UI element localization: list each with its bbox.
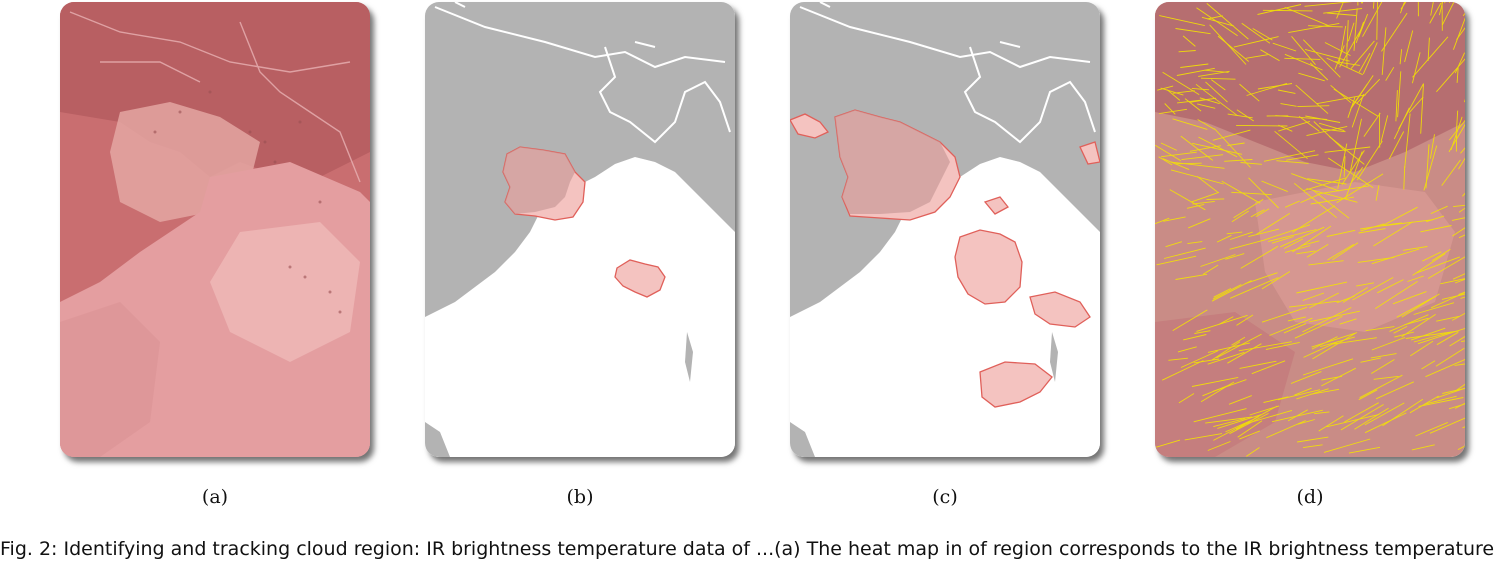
flow-vector xyxy=(1236,125,1287,126)
flow-vector xyxy=(1263,10,1313,11)
caption-d: (d) xyxy=(1155,486,1465,508)
caption-a: (a) xyxy=(60,486,370,508)
panel-d-flow-field xyxy=(1155,2,1465,457)
panel-c-cloud-regions xyxy=(790,2,1100,457)
flow-vector xyxy=(1207,199,1225,200)
ir-heatmap-image xyxy=(60,2,370,457)
caption-b: (b) xyxy=(425,486,735,508)
panel-b-cloud-region xyxy=(425,2,735,457)
panel-a-ir-heatmap xyxy=(60,2,370,457)
caption-c: (c) xyxy=(790,486,1100,508)
flow-field-image xyxy=(1155,2,1465,457)
cloud-region-map-b xyxy=(425,2,735,457)
cloud-region-map-c xyxy=(790,2,1100,457)
figure-caption: Fig. 2: Identifying and tracking cloud r… xyxy=(0,538,1498,562)
